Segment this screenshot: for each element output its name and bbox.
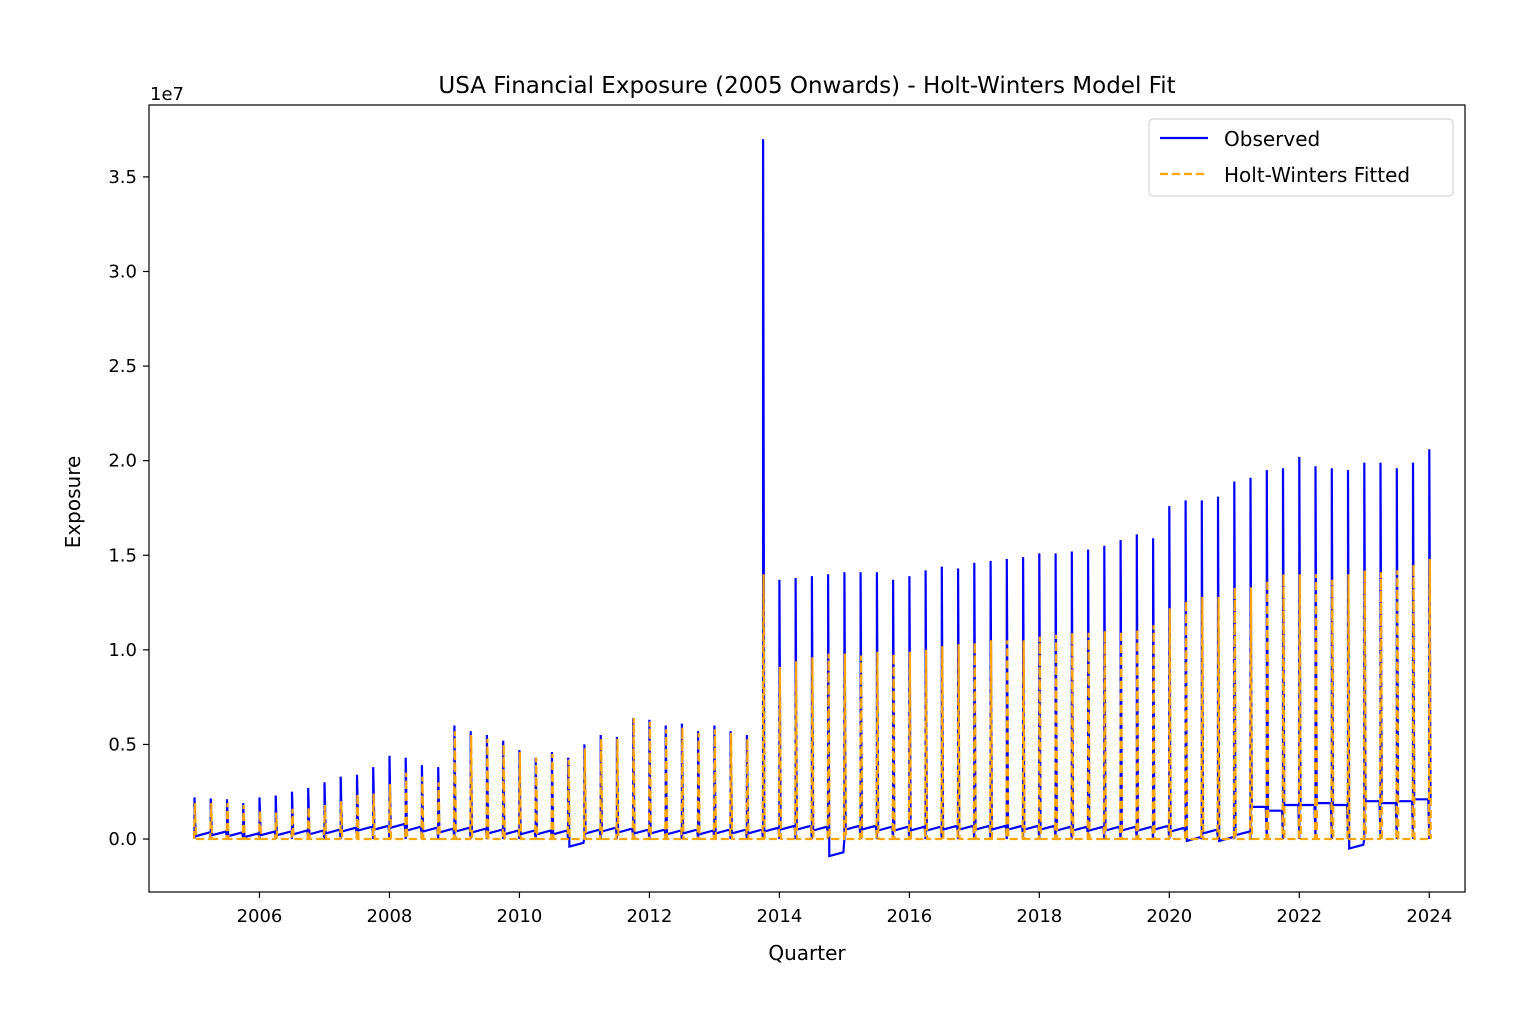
x-tick-label: 2010 xyxy=(497,906,543,927)
legend-box xyxy=(1148,118,1454,197)
plot-frame xyxy=(148,104,1466,893)
x-tick-label: 2024 xyxy=(1406,906,1452,927)
x-tick-label: 2008 xyxy=(367,906,413,927)
legend-label-fitted: Holt-Winters Fitted xyxy=(1224,163,1410,187)
series-line-fitted xyxy=(192,558,1432,841)
y-tick-label: 1.0 xyxy=(108,640,137,661)
y-scale-label: 1e7 xyxy=(150,84,184,105)
y-tick-label: 0.0 xyxy=(108,829,137,850)
legend-label-observed: Observed xyxy=(1224,127,1320,151)
y-tick-label: 0.5 xyxy=(108,734,137,755)
y-tick-label: 2.0 xyxy=(108,451,137,472)
x-tick-label: 2018 xyxy=(1016,906,1062,927)
x-tick-label: 2022 xyxy=(1276,906,1322,927)
y-axis-label: Exposure xyxy=(61,456,85,549)
x-tick-label: 2006 xyxy=(237,906,283,927)
y-tick-label: 3.5 xyxy=(108,167,137,188)
plot-area xyxy=(192,139,1432,858)
y-tick-label: 3.0 xyxy=(108,261,137,282)
chart-title: USA Financial Exposure (2005 Onwards) - … xyxy=(438,73,1175,99)
x-axis-label: Quarter xyxy=(768,941,846,965)
x-tick-label: 2020 xyxy=(1146,906,1192,927)
legend: Observed Holt-Winters Fitted xyxy=(1148,118,1454,197)
y-tick-label: 2.5 xyxy=(108,356,137,377)
y-tick-label: 1.5 xyxy=(108,545,137,566)
x-tick-label: 2016 xyxy=(886,906,932,927)
x-axis: 2006 2008 2010 2012 2014 2016 2018 2020 2022 2024 xyxy=(237,892,1452,927)
y-axis: 0.0 0.5 1.0 1.5 2.0 2.5 3.0 3.5 xyxy=(108,167,149,850)
series-layer xyxy=(192,139,1432,858)
x-tick-label: 2014 xyxy=(756,906,802,927)
x-tick-label: 2012 xyxy=(626,906,672,927)
